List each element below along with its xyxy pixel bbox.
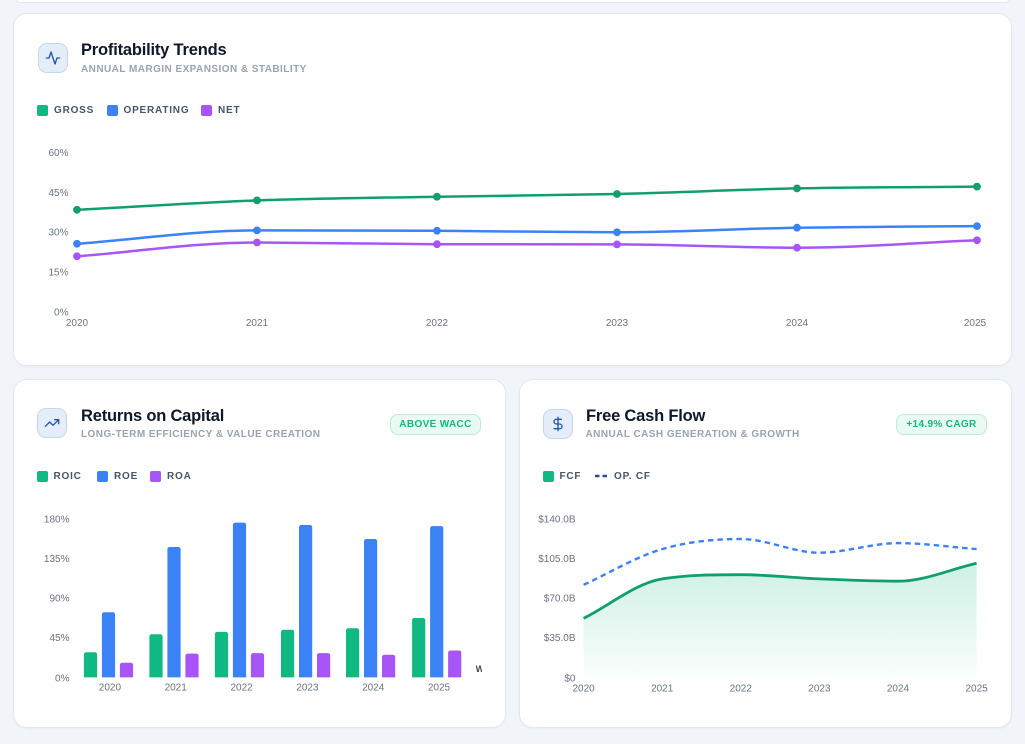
svg-text:2025: 2025 [428, 683, 451, 694]
svg-text:2024: 2024 [786, 318, 809, 329]
svg-text:0%: 0% [54, 307, 69, 318]
svg-text:2020: 2020 [66, 318, 89, 329]
svg-text:60%: 60% [48, 148, 68, 159]
svg-text:2024: 2024 [362, 683, 385, 694]
svg-text:15%: 15% [48, 268, 68, 279]
svg-text:2022: 2022 [230, 683, 253, 694]
svg-text:2021: 2021 [165, 683, 188, 694]
svg-text:45%: 45% [49, 633, 69, 644]
svg-text:2025: 2025 [964, 318, 987, 329]
svg-text:2020: 2020 [99, 683, 122, 694]
svg-text:2023: 2023 [606, 318, 629, 329]
svg-text:135%: 135% [44, 554, 70, 565]
svg-text:90%: 90% [49, 594, 69, 605]
svg-text:0%: 0% [55, 674, 70, 685]
svg-text:2023: 2023 [296, 683, 319, 694]
svg-text:45%: 45% [48, 188, 68, 199]
svg-text:2021: 2021 [246, 318, 269, 329]
svg-text:180%: 180% [44, 514, 70, 525]
svg-text:2022: 2022 [426, 318, 449, 329]
svg-text:30%: 30% [48, 228, 68, 239]
